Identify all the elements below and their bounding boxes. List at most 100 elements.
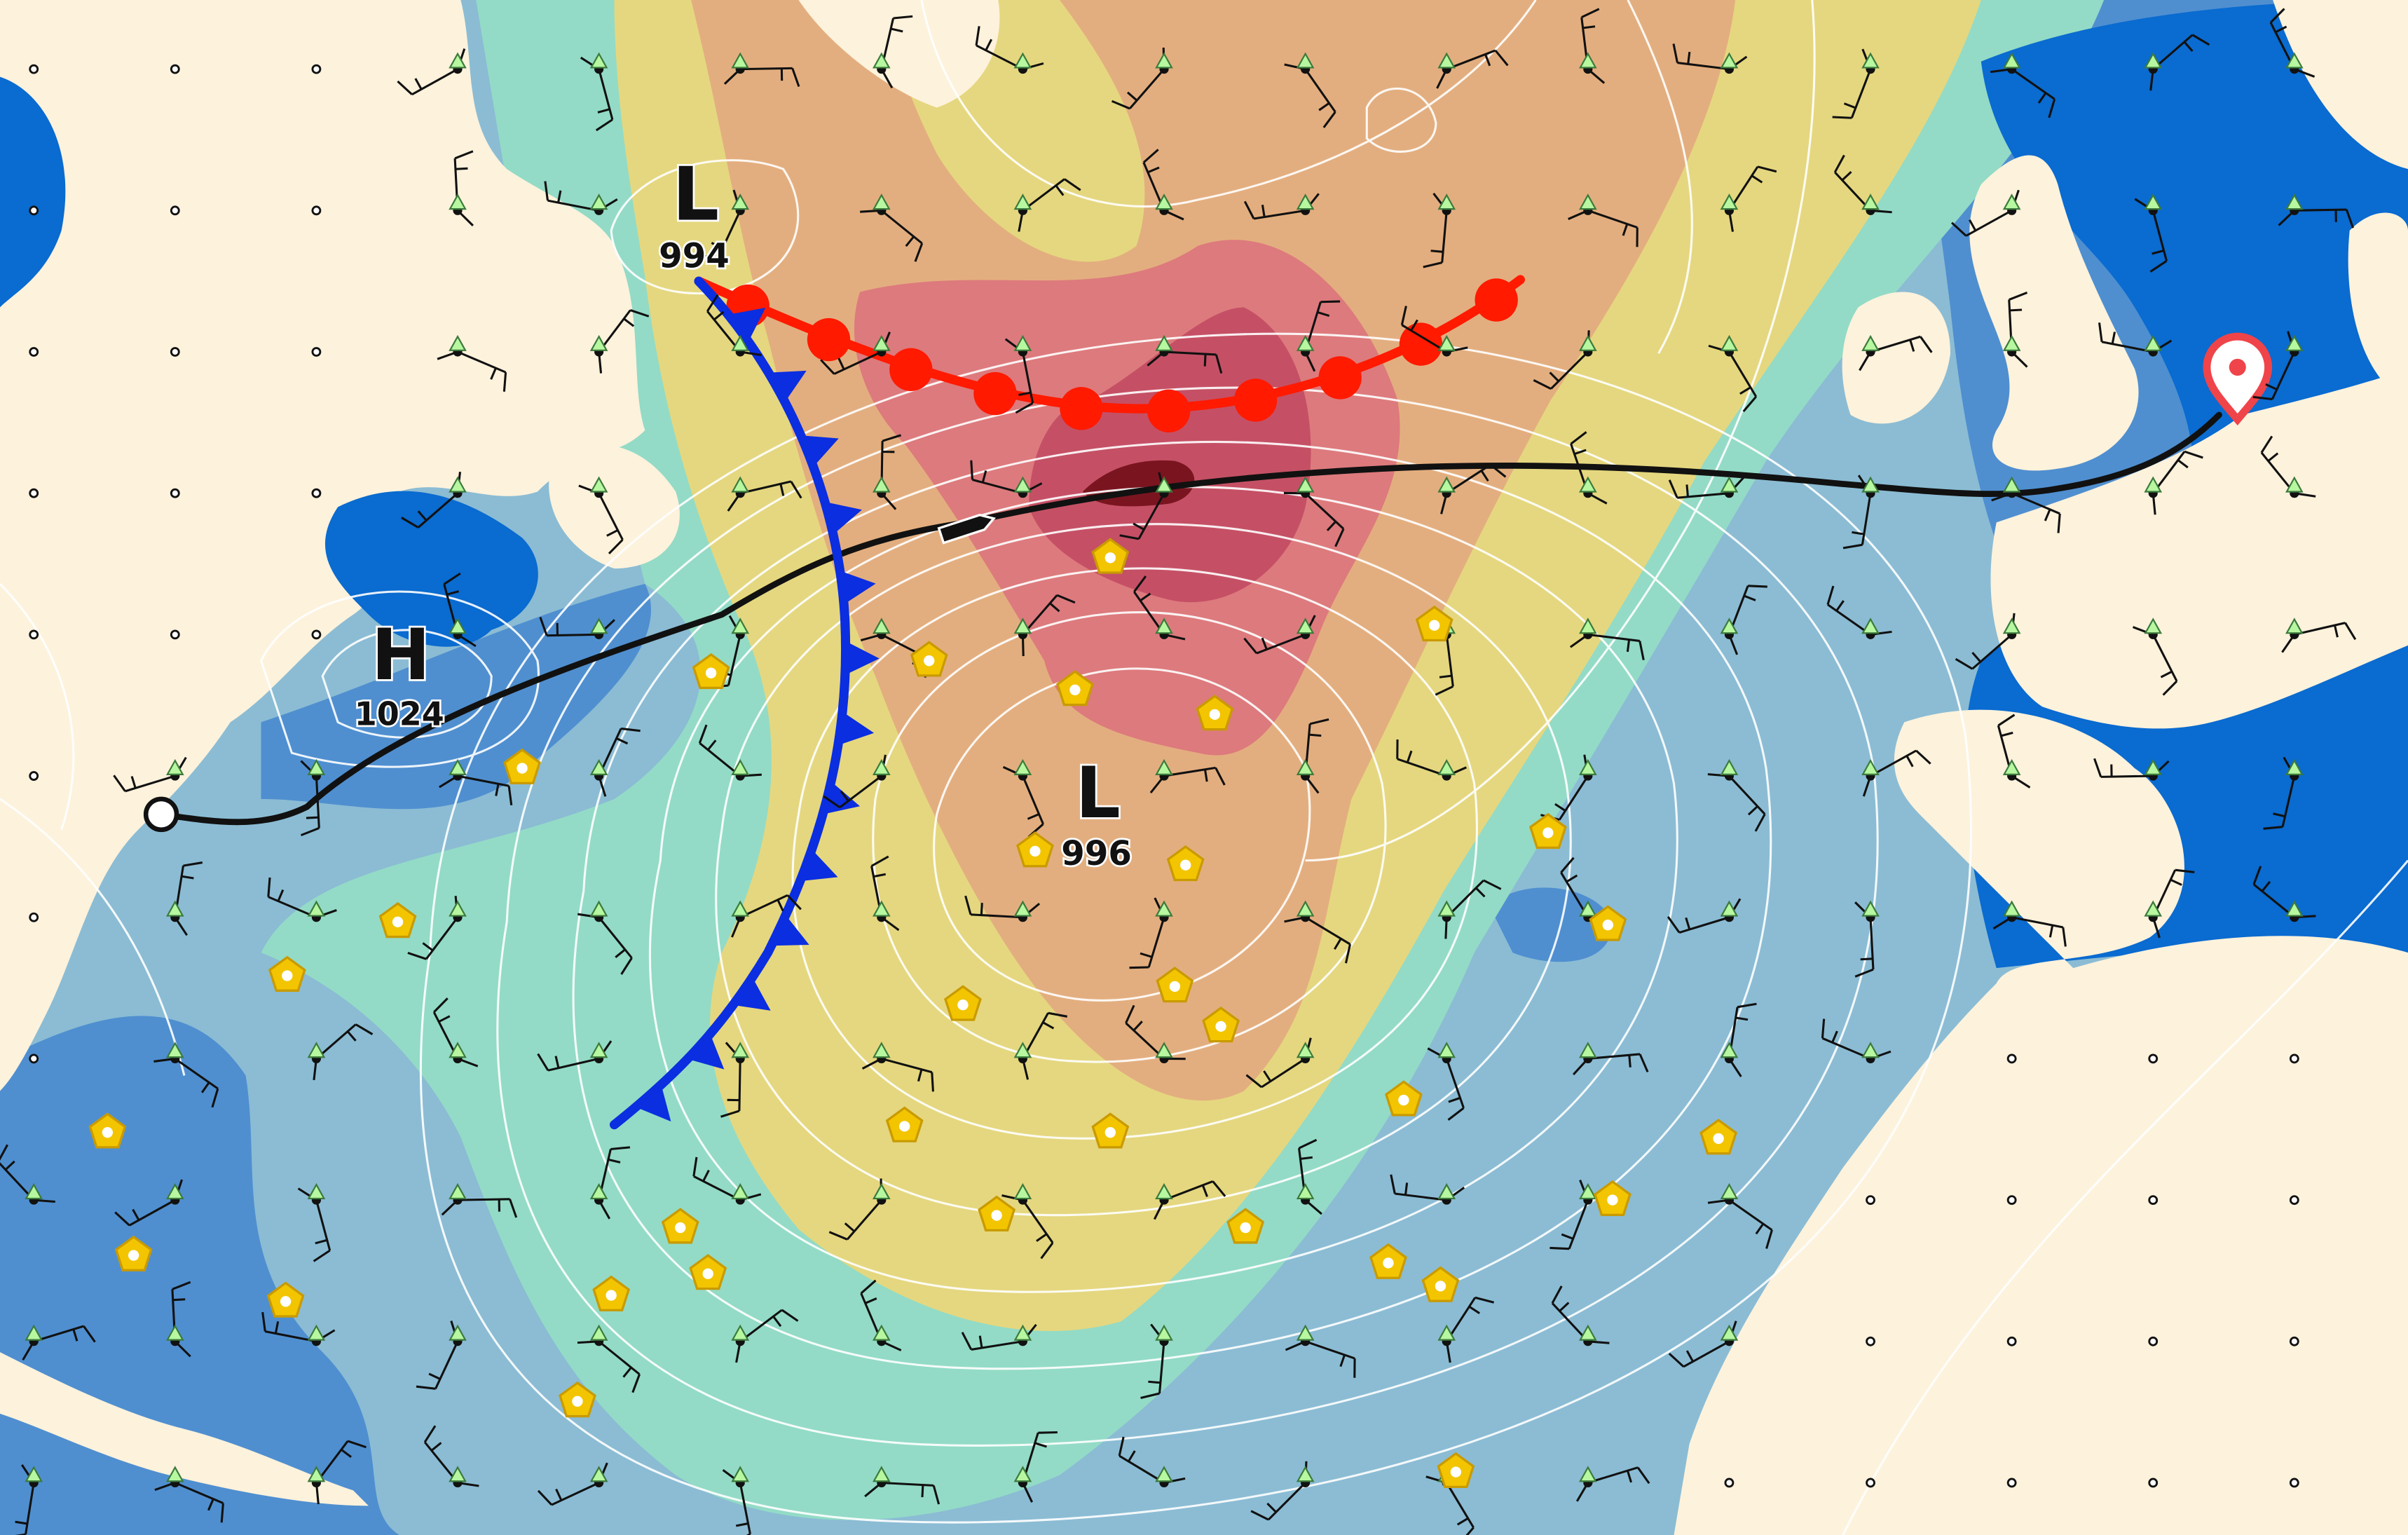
- station-dot-icon: [2289, 1195, 2299, 1206]
- station-dots: [29, 64, 2299, 1488]
- wave-arrow-icon: [165, 1182, 184, 1200]
- wave-arrow-icon: [1861, 476, 1880, 493]
- wave-arrow-icon: [1155, 52, 1173, 69]
- hazard-pentagon-icon[interactable]: [1091, 1112, 1130, 1149]
- hazard-pentagon-icon[interactable]: [1528, 812, 1567, 850]
- hazard-pentagon-icon[interactable]: [1056, 669, 1094, 707]
- wave-arrow-icon: [873, 1466, 891, 1482]
- wave-arrow-icon: [1296, 334, 1315, 351]
- origin-circle-icon[interactable]: [143, 796, 179, 833]
- wind-barb-icon: [165, 861, 203, 936]
- location-pin-icon[interactable]: [2203, 332, 2273, 426]
- deep-sea-europe: [1964, 0, 2408, 969]
- hazard-pentagon-icon[interactable]: [1699, 1119, 1738, 1155]
- wind-barb-icon: [297, 1182, 331, 1262]
- wave-arrow-icon: [449, 1466, 467, 1482]
- pressure-low-1[interactable]: L 994: [657, 149, 731, 278]
- wind-barb-icon: [1990, 52, 2056, 118]
- wind-barb-icon: [165, 1281, 191, 1358]
- wave-arrow-icon: [1720, 52, 1739, 69]
- hazard-pentagon-icon[interactable]: [592, 1275, 631, 1311]
- hazard-pentagon-icon[interactable]: [1091, 538, 1130, 574]
- hazard-pentagon-icon[interactable]: [1593, 1180, 1631, 1217]
- pressure-low-2[interactable]: L 996: [1060, 749, 1134, 875]
- wave-arrow-icon: [1155, 193, 1173, 210]
- wind-barb-icon: [1570, 431, 1608, 505]
- hazard-pentagon-icon[interactable]: [692, 653, 730, 690]
- station-dot-icon: [29, 629, 39, 640]
- wind-barb-icon: [2132, 618, 2178, 696]
- wind-barb-icon: [1250, 1461, 1315, 1521]
- hazard-pentagon-icon[interactable]: [1384, 1080, 1423, 1117]
- hazard-pentagon-icon[interactable]: [114, 1235, 153, 1271]
- hazard-pentagon-icon[interactable]: [559, 1381, 596, 1418]
- hazard-pentagon-icon[interactable]: [944, 985, 982, 1021]
- wave-arrow-icon: [1579, 900, 1597, 917]
- wave-arrow-icon: [1579, 1466, 1597, 1482]
- hazard-pentagon-icon[interactable]: [885, 1106, 924, 1142]
- hazard-pentagon-icon[interactable]: [1369, 1243, 1407, 1279]
- wind-barb-icon: [2144, 868, 2195, 939]
- wind-barb-icon: [1437, 463, 1507, 514]
- hazard-pentagon-icon[interactable]: [1202, 1007, 1240, 1043]
- cold-front-tooth-icon: [844, 641, 880, 676]
- wave-arrow-icon: [1155, 900, 1173, 917]
- wave-arrow-icon: [449, 900, 467, 917]
- hazard-pentagon-icon[interactable]: [1226, 1208, 1265, 1244]
- wave-arrow-icon: [307, 1042, 326, 1058]
- wave-arrow-icon: [1437, 1182, 1456, 1200]
- wind-barb-icon: [1568, 193, 1639, 247]
- hazard-pentagon-icon[interactable]: [689, 1253, 727, 1290]
- hazard-pentagon-icon[interactable]: [1016, 831, 1054, 868]
- hazard-pentagon-icon[interactable]: [1156, 967, 1194, 1003]
- wave-arrow-icon: [1861, 193, 1880, 210]
- wave-arrow-icon: [2144, 193, 2163, 210]
- wind-barb-icon: [1672, 43, 1748, 74]
- wind-barb-icon: [15, 1464, 43, 1535]
- hazard-pentagon-icon[interactable]: [88, 1112, 127, 1149]
- wind-barb-icon: [860, 1279, 902, 1351]
- wave-arrow-icon: [1155, 1182, 1173, 1200]
- hazard-pentagon-icon[interactable]: [978, 1195, 1016, 1232]
- wind-barb-icon: [1533, 330, 1597, 390]
- hazard-pentagon-icon[interactable]: [268, 955, 306, 992]
- wave-arrow-icon: [1013, 758, 1032, 775]
- hazard-pentagon-icon[interactable]: [1437, 1452, 1475, 1489]
- wind-barb-icon: [1243, 193, 1320, 220]
- wave-arrow-icon: [2285, 193, 2304, 210]
- wind-barb-icon: [1283, 476, 1345, 547]
- wind-barb-icon: [2144, 450, 2203, 515]
- wind-barb-icon: [873, 434, 902, 510]
- wind-barb-icon: [1550, 1179, 1597, 1250]
- hazard-pentagon-icon[interactable]: [1166, 845, 1205, 882]
- hazard-pentagon-icon[interactable]: [378, 901, 417, 939]
- wave-arrow-icon: [589, 1182, 608, 1200]
- wave-arrow-icon: [1579, 52, 1597, 69]
- wave-arrow-icon: [1013, 193, 1032, 210]
- hazard-pentagon-icon[interactable]: [1589, 905, 1627, 941]
- wind-barb-icon: [1296, 718, 1329, 794]
- wind-barb-icon: [1437, 1296, 1495, 1363]
- cold-front[interactable]: [609, 276, 880, 1130]
- ship-icon[interactable]: [937, 511, 997, 545]
- hazard-markers: [88, 538, 1738, 1489]
- wind-barb-icon: [820, 332, 891, 375]
- hazard-pentagon-icon[interactable]: [266, 1281, 305, 1318]
- wind-barb-icon: [1111, 47, 1173, 110]
- hazard-pentagon-icon[interactable]: [910, 641, 948, 677]
- wave-arrow-icon: [731, 1324, 750, 1341]
- wind-barb-icon: [1992, 900, 2067, 947]
- wave-arrow-icon: [2285, 618, 2304, 634]
- wave-arrow-icon: [1437, 52, 1456, 69]
- wave-arrow-icon: [873, 1042, 891, 1058]
- hazard-pentagon-icon[interactable]: [1196, 695, 1234, 731]
- wave-arrow-icon: [2002, 52, 2021, 69]
- pressure-high[interactable]: H 1024: [353, 611, 446, 735]
- wave-arrow-icon: [1437, 334, 1456, 351]
- hazard-pentagon-icon[interactable]: [503, 748, 541, 785]
- hazard-pentagon-icon[interactable]: [1415, 605, 1453, 642]
- hazard-pentagon-icon[interactable]: [1421, 1266, 1460, 1302]
- hazard-pentagon-icon[interactable]: [661, 1208, 699, 1244]
- wind-barb-icon: [2278, 193, 2355, 228]
